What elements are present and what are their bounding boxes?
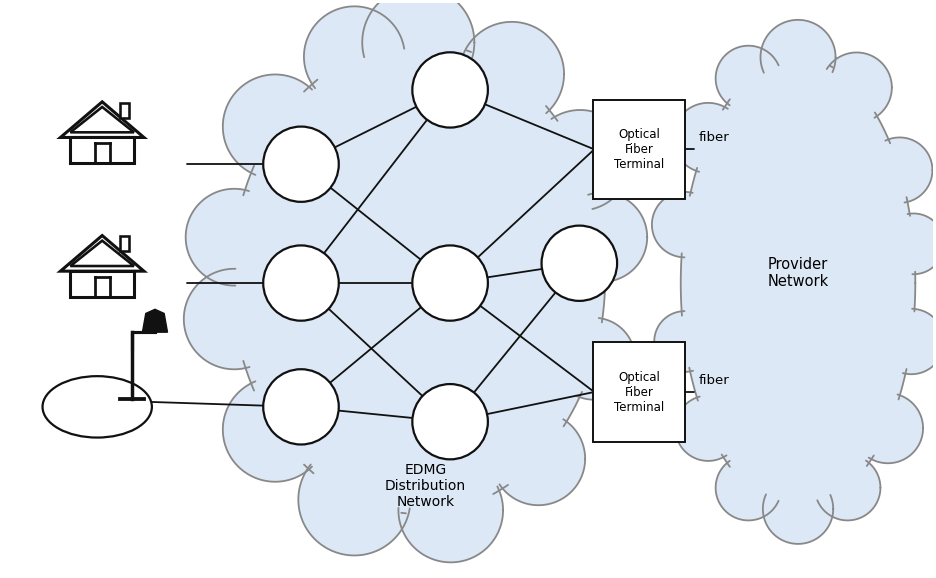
Circle shape — [413, 246, 488, 321]
Ellipse shape — [680, 57, 915, 509]
Circle shape — [879, 309, 936, 374]
Circle shape — [299, 444, 411, 555]
Circle shape — [263, 246, 339, 321]
Bar — [593, 343, 685, 442]
Circle shape — [814, 455, 881, 520]
Circle shape — [673, 103, 743, 173]
Circle shape — [304, 6, 405, 107]
Circle shape — [716, 46, 782, 111]
Circle shape — [413, 52, 488, 128]
Circle shape — [542, 225, 617, 301]
Circle shape — [185, 189, 283, 286]
Text: fiber: fiber — [698, 373, 729, 387]
Circle shape — [654, 311, 715, 372]
Circle shape — [362, 0, 475, 98]
Circle shape — [822, 53, 892, 123]
Circle shape — [867, 138, 932, 203]
Bar — [120, 236, 129, 251]
Text: Optical
Fiber
Terminal: Optical Fiber Terminal — [614, 128, 665, 171]
Bar — [593, 100, 685, 199]
Bar — [70, 271, 134, 297]
Circle shape — [491, 412, 585, 505]
Circle shape — [558, 192, 647, 282]
Circle shape — [183, 269, 285, 369]
Bar — [120, 103, 129, 118]
Circle shape — [553, 318, 635, 399]
Circle shape — [263, 127, 339, 202]
Circle shape — [676, 395, 741, 461]
Circle shape — [716, 455, 782, 520]
Ellipse shape — [42, 376, 152, 438]
Circle shape — [223, 377, 328, 481]
Circle shape — [399, 458, 503, 562]
Circle shape — [263, 369, 339, 444]
Circle shape — [853, 393, 923, 463]
Circle shape — [651, 192, 718, 257]
Circle shape — [530, 110, 631, 210]
Circle shape — [760, 20, 836, 95]
Text: Provider
Network: Provider Network — [768, 257, 828, 290]
Text: fiber: fiber — [698, 131, 729, 144]
Ellipse shape — [231, 42, 606, 514]
Text: Optical
Fiber
Terminal: Optical Fiber Terminal — [614, 370, 665, 413]
Circle shape — [883, 213, 936, 274]
Circle shape — [763, 474, 833, 544]
Circle shape — [460, 22, 564, 126]
Bar — [70, 138, 134, 163]
Circle shape — [223, 75, 328, 179]
Polygon shape — [142, 309, 168, 332]
Circle shape — [413, 384, 488, 460]
Text: EDMG
Distribution
Network: EDMG Distribution Network — [385, 463, 466, 509]
